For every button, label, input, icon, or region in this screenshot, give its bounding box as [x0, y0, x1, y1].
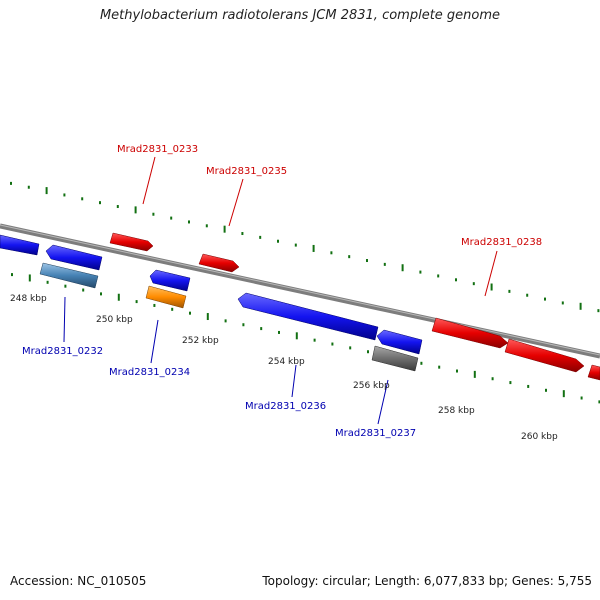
leader-line: [142, 156, 156, 205]
gene-label-mrad2831_0234[interactable]: Mrad2831_0234: [109, 367, 190, 378]
leader-line: [228, 178, 244, 227]
leader-line: [377, 379, 389, 425]
gene-arrow-0240[interactable]: [587, 364, 600, 381]
gene-label-mrad2831_0236[interactable]: Mrad2831_0236: [245, 401, 326, 412]
genome-backbone-highlight: [0, 224, 600, 356]
genome-backbone: [0, 223, 600, 359]
kbp-tick-label: 256 kbp: [353, 381, 390, 391]
leader-line: [150, 319, 159, 364]
kbp-tick-label: 252 kbp: [182, 336, 219, 346]
gene-label-mrad2831_0235[interactable]: Mrad2831_0235: [206, 166, 287, 177]
kbp-tick-label: 258 kbp: [438, 406, 475, 416]
outer-tick-track: [10, 181, 600, 313]
leader-line: [291, 364, 297, 398]
gene-features: [0, 232, 600, 381]
gene-arrow-0233[interactable]: [109, 232, 154, 252]
map-title: Methylobacterium radiotolerans JCM 2831,…: [99, 8, 501, 23]
leader-line: [63, 296, 66, 343]
gene-label-mrad2831_0232[interactable]: Mrad2831_0232: [22, 346, 103, 357]
gene-arrow-0231[interactable]: [0, 234, 40, 256]
labels: 248 kbp 250 kbp 252 kbp 254 kbp 256 kbp 258 k…: [10, 144, 558, 442]
gene-arrow-0236[interactable]: [237, 292, 379, 341]
accession-text: Accession: NC_010505: [10, 574, 147, 588]
gene-label-mrad2831_0233[interactable]: Mrad2831_0233: [117, 144, 198, 155]
gene-arrow-0234[interactable]: [145, 285, 187, 309]
gene-arrow-0237[interactable]: [371, 345, 419, 372]
gene-arrow-0232[interactable]: [39, 262, 99, 289]
leader-line: [484, 250, 498, 297]
gene-arrow-0239[interactable]: [504, 338, 585, 373]
gene-arrow-0232-cds[interactable]: [45, 244, 103, 271]
kbp-tick-label: 254 kbp: [268, 357, 305, 367]
gene-arrow-0238-a[interactable]: [431, 317, 509, 349]
label-leaders: [63, 156, 498, 425]
gene-arrow-0237-cds[interactable]: [376, 329, 423, 355]
kbp-tick-label: 260 kbp: [521, 432, 558, 442]
gene-label-mrad2831_0238[interactable]: Mrad2831_0238: [461, 237, 542, 248]
gene-arrow-0234-cds[interactable]: [149, 269, 191, 292]
gene-label-mrad2831_0237[interactable]: Mrad2831_0237: [335, 428, 416, 439]
kbp-tick-label: 248 kbp: [10, 294, 47, 304]
kbp-tick-label: 250 kbp: [96, 315, 133, 325]
genome-stats-text: Topology: circular; Length: 6,077,833 bp…: [262, 574, 592, 588]
gene-arrow-0235[interactable]: [198, 253, 240, 273]
